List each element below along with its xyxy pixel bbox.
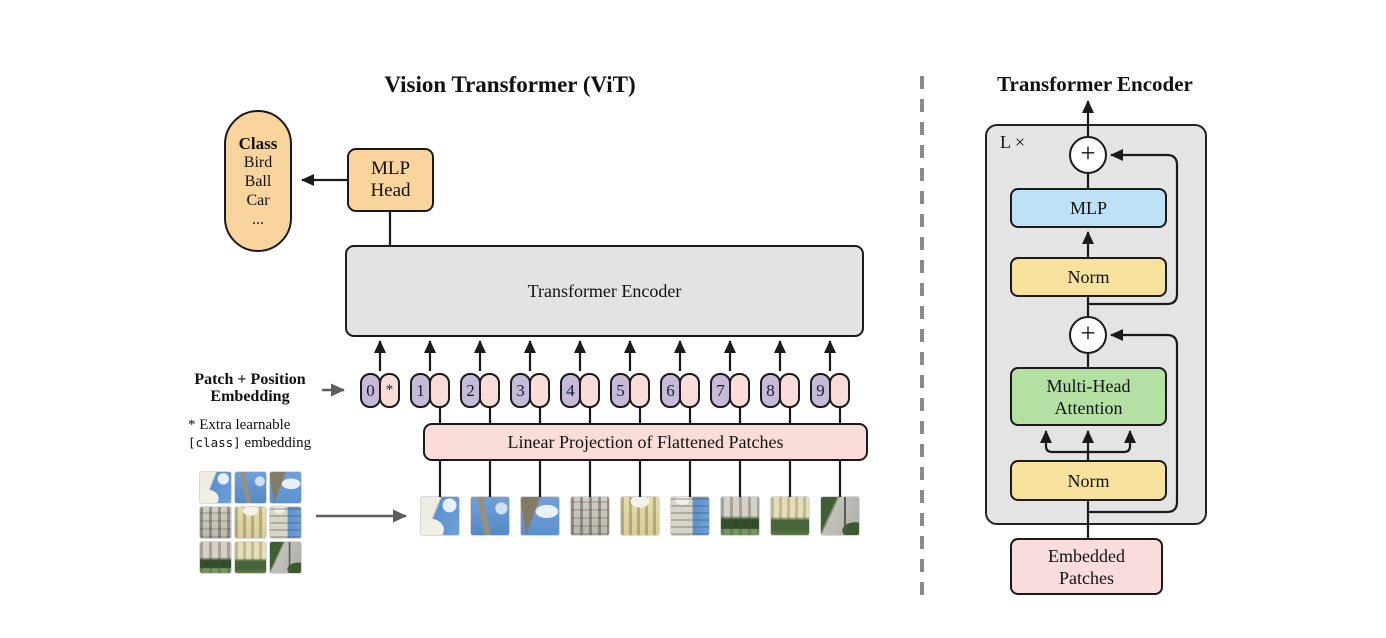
grid-patch-facade-with-bushes [235, 542, 266, 573]
token-pair-6: 6 [660, 373, 700, 408]
position-embedding-pill: 3 [510, 373, 531, 408]
mha-label-line: Attention [1054, 397, 1123, 418]
encoder-detail-title: Transformer Encoder [997, 72, 1193, 96]
token-pair-4: 4 [560, 373, 600, 408]
grid-patch-sky-with-clouds [270, 472, 301, 503]
image-patch-facade-with-hedge [721, 497, 759, 535]
patch-embedding-pill [779, 373, 800, 408]
transformer-encoder-box: Transformer Encoder [345, 245, 864, 337]
token-pair-2: 2 [460, 373, 500, 408]
token-pair-9: 9 [810, 373, 850, 408]
patch-position-embedding-label: Patch + Position Embedding [170, 371, 330, 405]
class-output-oval: Class Bird Ball Car ... [224, 110, 292, 252]
token-pair-7: 7 [710, 373, 750, 408]
norm-label: Norm [1067, 470, 1110, 491]
class-item: ... [252, 210, 264, 228]
mlp-label: MLP [1069, 198, 1107, 218]
multi-head-attention-box: Multi-Head Attention [1010, 367, 1167, 426]
grid-patch-sky-with-spire [235, 472, 266, 503]
class-embedding-footnote: * Extra learnable [class] embedding [188, 417, 358, 452]
patch-position-line: Patch + Position [194, 371, 306, 388]
linear-projection-box: Linear Projection of Flattened Patches [423, 423, 868, 461]
residual-skip-upper [1088, 149, 1179, 306]
left-diagram-wires [301, 174, 842, 498]
grid-patch-facade-and-sky [270, 507, 301, 538]
transformer-encoder-label: Transformer Encoder [527, 280, 682, 301]
position-embedding-pill: 2 [460, 373, 481, 408]
residual-add-circle-top: + [1069, 136, 1107, 174]
mlp-box: MLP [1010, 188, 1167, 228]
class-label: Class [238, 133, 278, 153]
position-embedding-pill: 0 [360, 373, 381, 408]
qkv-arrow-right [1088, 430, 1136, 454]
linear-projection-label: Linear Projection of Flattened Patches [507, 431, 784, 452]
image-patch-stone-facade [571, 497, 609, 535]
norm-box-lower: Norm [1010, 460, 1167, 501]
patch-embedding-pill [629, 373, 650, 408]
image-patch-sky-with-spire [471, 497, 509, 535]
residual-skip-lower [1088, 329, 1179, 514]
image-patch-facade-with-bushes [771, 497, 809, 535]
norm-label: Norm [1067, 267, 1110, 287]
plus-icon: + [1080, 138, 1096, 168]
token-pair-5: 5 [610, 373, 650, 408]
mlp-head-label-line: Head [370, 180, 411, 201]
residual-add-circle-middle: + [1069, 316, 1107, 354]
class-token-pill: * [379, 373, 400, 408]
grid-patch-path-with-trees [270, 542, 301, 573]
grid-patch-dome-and-sky [200, 472, 231, 503]
vit-title: Vision Transformer (ViT) [384, 72, 636, 97]
class-item: Car [246, 191, 270, 209]
mha-label-line: Multi-Head [1046, 375, 1131, 396]
token-pair-3: 3 [510, 373, 550, 408]
image-patch-sky-with-clouds [521, 497, 559, 535]
position-embedding-pill: 9 [810, 373, 831, 408]
patch-embedding-pill [529, 373, 550, 408]
mlp-head-label-line: MLP [370, 158, 411, 180]
footnote-line: * Extra learnable [188, 417, 291, 433]
footnote-rest: embedding [240, 435, 312, 451]
embedded-patches-line: Patches [1059, 567, 1114, 588]
patch-embedding-pill [829, 373, 850, 408]
patch-embedding-pill [729, 373, 750, 408]
embedded-patches-box: Embedded Patches [1010, 538, 1163, 595]
class-item: Ball [244, 172, 272, 190]
patch-embedding-pill [479, 373, 500, 408]
patch-embedding-pill [579, 373, 600, 408]
token-pair-0: 0 * [360, 373, 400, 408]
layer-count-label: L × [1000, 132, 1025, 152]
mlp-head-box: MLP Head [347, 148, 434, 212]
position-embedding-pill: 8 [760, 373, 781, 408]
position-embedding-pill: 5 [610, 373, 631, 408]
image-patch-facade-and-sky [671, 497, 709, 535]
position-embedding-pill: 4 [560, 373, 581, 408]
position-embedding-pill: 1 [410, 373, 431, 408]
token-pair-8: 8 [760, 373, 800, 408]
grid-patch-facade-with-hedge [200, 542, 231, 573]
patch-embedding-pill [679, 373, 700, 408]
grid-patch-palace-facade-dome [235, 507, 266, 538]
image-patch-dome-and-sky [421, 497, 459, 535]
grid-patch-stone-facade [200, 507, 231, 538]
footnote-line: [class] embedding [188, 434, 358, 452]
position-embedding-pill: 7 [710, 373, 731, 408]
qkv-arrow-left [1040, 430, 1088, 454]
patch-position-line: Embedding [210, 388, 290, 405]
token-pair-1: 1 [410, 373, 450, 408]
position-embedding-pill: 6 [660, 373, 681, 408]
plus-icon: + [1080, 318, 1096, 348]
image-patch-palace-facade-dome [621, 497, 659, 535]
class-token-code: [class] [188, 435, 241, 450]
image-patch-path-with-trees [821, 497, 859, 535]
norm-box-upper: Norm [1010, 257, 1167, 297]
patch-embedding-pill [429, 373, 450, 408]
annotation-arrows [316, 383, 407, 523]
encoder-detail-wires [1040, 100, 1179, 538]
class-item: Bird [243, 153, 273, 171]
embedded-patches-line: Embedded [1048, 545, 1125, 566]
